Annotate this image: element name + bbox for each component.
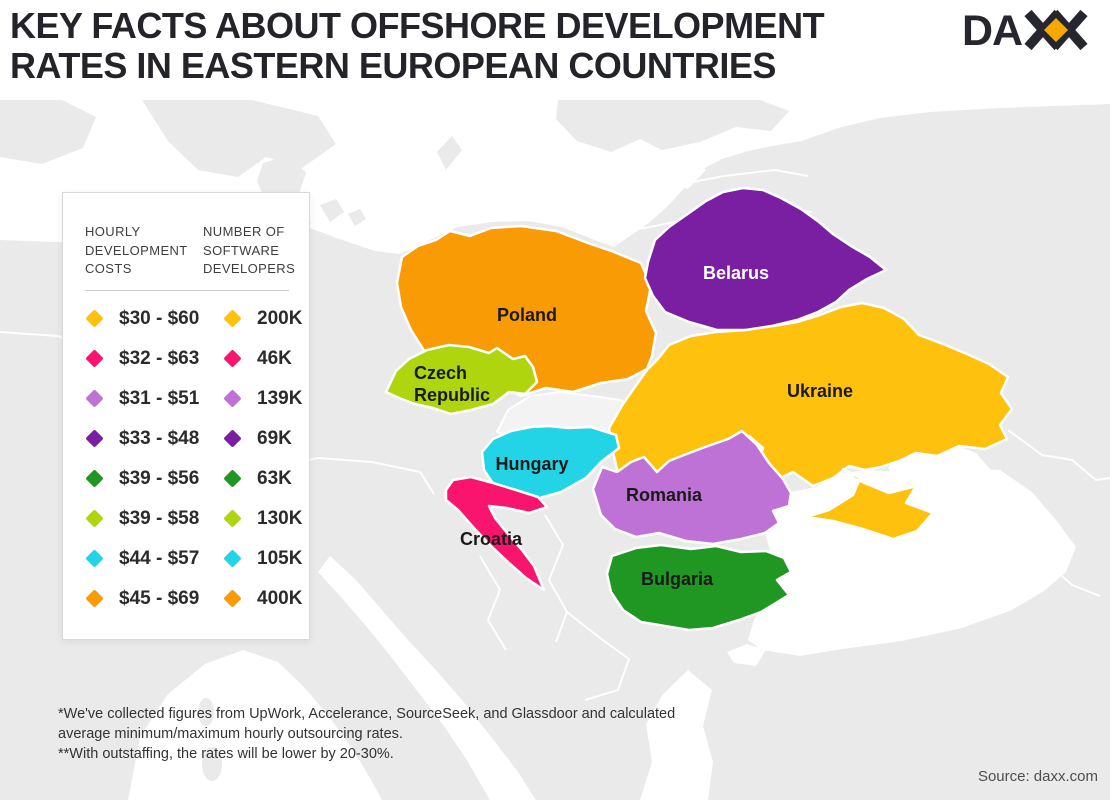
country-label-ukraine: Ukraine (787, 381, 853, 401)
cost-diamond-icon (86, 310, 103, 327)
daxx-logo-x2 (1050, 9, 1088, 51)
legend-cost-value: $44 - $57 (119, 547, 200, 569)
legend-developers-value: 130K (257, 507, 303, 529)
legend-developers-value: 46K (257, 347, 292, 369)
source-credit: Source: daxx.com (977, 768, 1098, 785)
legend-cost-value: $39 - $58 (119, 507, 200, 529)
cost-diamond-icon (86, 390, 103, 407)
country-label-hungary: Hungary (495, 454, 568, 474)
daxx-logo-diamond-icon (1044, 18, 1068, 42)
legend-row: $39 - $58 130K (85, 499, 302, 539)
country-label-croatia: Croatia (460, 529, 523, 549)
legend-divider (85, 289, 289, 291)
developers-diamond-icon (224, 430, 241, 447)
adriatic-sea (318, 556, 536, 800)
cost-diamond-icon (86, 550, 103, 567)
legend-row: $45 - $69 400K (85, 579, 302, 619)
developers-diamond-icon (224, 510, 241, 527)
legend-row: $30 - $60 200K (85, 299, 302, 339)
cost-diamond-icon (86, 510, 103, 527)
footnote-line: **With outstaffing, the rates will be lo… (58, 746, 394, 762)
legend-row: $39 - $56 63K (85, 459, 292, 499)
country-label-czech-line1: Czech (414, 363, 467, 383)
legend-developers-header: NUMBER OF SOFTWARE DEVELOPERS (203, 224, 296, 276)
legend-developers-value: 200K (257, 307, 303, 329)
legend-row: $31 - $51 139K (85, 379, 302, 419)
developers-diamond-icon (224, 350, 241, 367)
developers-diamond-icon (224, 550, 241, 567)
cost-diamond-icon (86, 470, 103, 487)
legend-row: $44 - $57 105K (85, 539, 302, 579)
legend-cost-value: $30 - $60 (119, 307, 200, 329)
legend-developers-value: 105K (257, 547, 303, 569)
country-label-belarus: Belarus (703, 263, 769, 283)
aegean-sea (640, 670, 713, 800)
highlighted-countries (384, 186, 1014, 632)
marmara-sea (727, 644, 766, 666)
country-shape-croatia (444, 475, 549, 592)
legend-developers-value: 139K (257, 387, 303, 409)
cost-diamond-icon (86, 590, 103, 607)
country-shape-belarus (643, 186, 888, 332)
legend-costs-header: HOURLY DEVELOPMENT COSTS (85, 224, 188, 276)
legend-developers-value: 400K (257, 587, 303, 609)
developers-diamond-icon (224, 590, 241, 607)
country-shape-romania (591, 429, 793, 546)
legend-panel: HOURLY DEVELOPMENT COSTS NUMBER OF SOFTW… (62, 192, 310, 640)
legend-cost-value: $31 - $51 (119, 387, 200, 409)
developers-diamond-icon (224, 310, 241, 327)
country-label-czech-line2: Republic (414, 385, 490, 405)
legend-developers-value: 63K (257, 467, 292, 489)
footnote-line: *We've collected figures from UpWork, Ac… (58, 706, 676, 722)
daxx-logo: DA (962, 8, 1088, 52)
legend-cost-value: $33 - $48 (119, 427, 200, 449)
legend-row: $33 - $48 69K (85, 419, 292, 459)
legend-cost-value: $39 - $56 (119, 467, 200, 489)
country-label-bulgaria: Bulgaria (641, 569, 714, 589)
legend-row: $32 - $63 46K (85, 339, 292, 379)
legend-cost-value: $45 - $69 (119, 587, 200, 609)
country-shape-czech-republic (384, 343, 539, 416)
legend-cost-value: $32 - $63 (119, 347, 200, 369)
country-labels: Poland Belarus Ukraine Czech Republic Hu… (414, 263, 853, 589)
developers-diamond-icon (224, 470, 241, 487)
country-shape-crimea (804, 467, 935, 541)
cost-diamond-icon (86, 430, 103, 447)
daxx-logo-letters: DA (962, 8, 1022, 52)
cost-diamond-icon (86, 350, 103, 367)
footnote-line: average minimum/maximum hourly outsourci… (58, 726, 403, 742)
country-label-poland: Poland (497, 305, 557, 325)
page-title-line2: RATES IN EASTERN EUROPEAN COUNTRIES (10, 45, 776, 86)
legend-headers: HOURLY DEVELOPMENT COSTS NUMBER OF SOFTW… (85, 223, 295, 279)
legend-developers-value: 69K (257, 427, 292, 449)
west-mediterranean (128, 650, 382, 800)
developers-diamond-icon (224, 390, 241, 407)
country-label-romania: Romania (626, 485, 703, 505)
page-title-line1: KEY FACTS ABOUT OFFSHORE DEVELOPMENT (10, 5, 825, 46)
header: KEY FACTS ABOUT OFFSHORE DEVELOPMENT RAT… (0, 0, 1110, 100)
footnotes: *We've collected figures from UpWork, Ac… (58, 704, 675, 764)
country-shape-bulgaria (605, 543, 793, 632)
